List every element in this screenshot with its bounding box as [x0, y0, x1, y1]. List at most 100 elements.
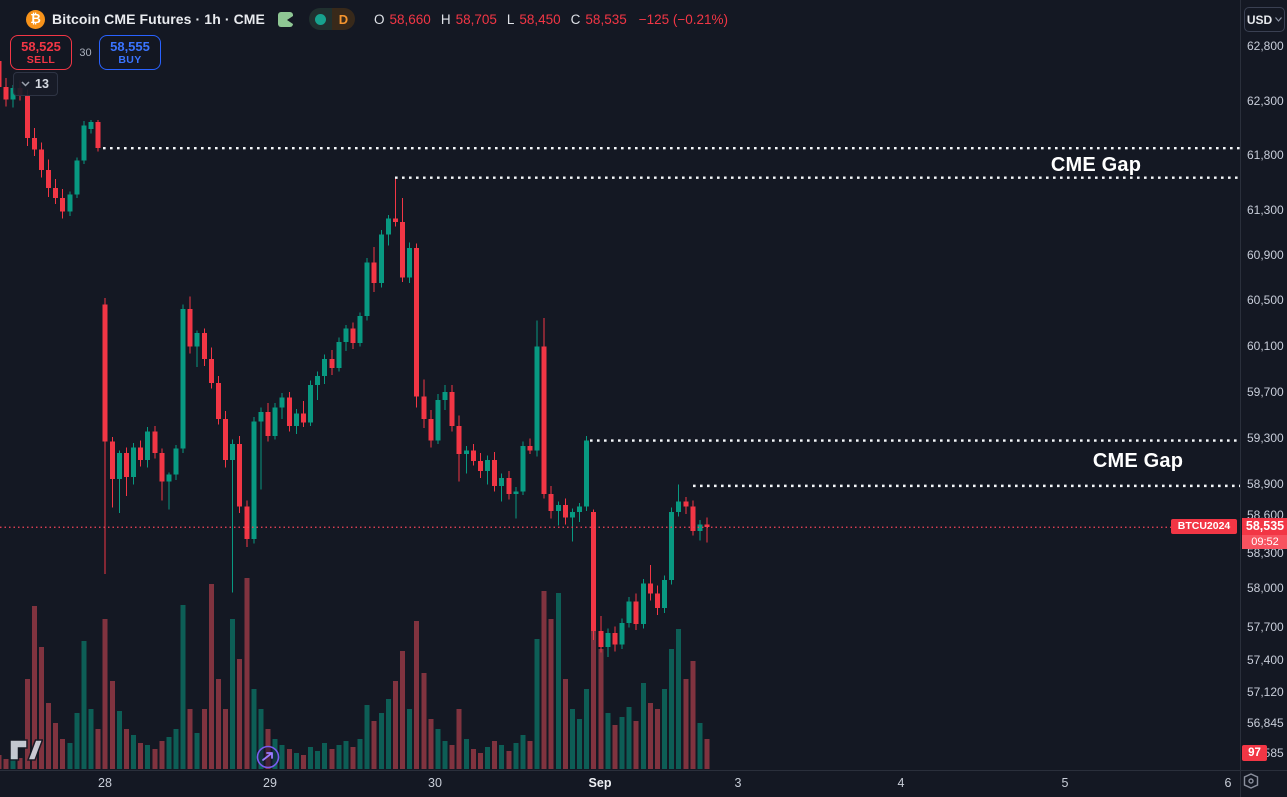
volume-bar	[74, 713, 80, 769]
volume-bar	[364, 705, 370, 769]
time-axis[interactable]: 28 29 30 Sep 3 4 5 6	[0, 770, 1240, 797]
candle-body	[470, 450, 476, 461]
volume-bar	[131, 735, 137, 769]
candle-body	[400, 221, 406, 278]
sell-button[interactable]: 58,525 SELL	[10, 35, 72, 70]
session-interval-pill[interactable]: D	[309, 8, 355, 30]
close-label: C	[570, 11, 581, 27]
high-value: 58,705	[455, 11, 497, 27]
candle-body	[201, 332, 207, 359]
cme-gap-label-1[interactable]: CME Gap	[1050, 154, 1142, 176]
volume-bar	[67, 743, 73, 769]
volume-bar	[357, 739, 363, 769]
cme-gap-label-2[interactable]: CME Gap	[1092, 450, 1184, 472]
volume-bar	[633, 721, 639, 769]
candle-body	[435, 399, 441, 441]
candle-body	[293, 413, 299, 426]
candle-body	[626, 601, 632, 623]
buy-label: BUY	[118, 53, 142, 66]
object-tree-dropdown[interactable]: 13	[13, 72, 58, 96]
candle-body	[541, 346, 547, 494]
candle-body	[647, 583, 653, 594]
candle-body	[485, 459, 491, 472]
candle-body	[477, 460, 483, 472]
currency-label: USD	[1246, 12, 1273, 27]
candle-body	[38, 149, 44, 170]
candle-body	[3, 87, 9, 100]
time-tick: 6	[1224, 776, 1232, 790]
replay-arrow-icon[interactable]	[254, 743, 282, 771]
candle-body	[237, 443, 243, 507]
volume-bar	[201, 709, 207, 769]
volume-bar	[223, 709, 229, 769]
time-tick: 29	[263, 776, 277, 790]
candle-body	[102, 304, 108, 442]
price-tick: 60,500	[1247, 293, 1284, 307]
time-tick: 28	[98, 776, 112, 790]
symbol-title[interactable]: Bitcoin CME Futures · 1h · CME	[52, 11, 265, 27]
candle-body	[456, 425, 462, 455]
volume-bar	[569, 709, 575, 769]
time-tick: 30	[428, 776, 442, 790]
candle-body	[31, 138, 37, 150]
chart-canvas[interactable]	[0, 0, 1240, 797]
candle-body	[123, 453, 129, 477]
volume-bar	[237, 659, 243, 769]
volume-bar	[293, 753, 299, 769]
buy-button[interactable]: 58,555 BUY	[99, 35, 161, 70]
volume-bar	[95, 729, 101, 769]
price-tick: 59,700	[1247, 385, 1284, 399]
volume-bar	[378, 713, 384, 769]
candle-body	[265, 412, 271, 437]
volume-bar	[527, 741, 533, 769]
scale-settings-icon[interactable]	[1241, 771, 1261, 791]
volume-value-badge: 97	[1242, 745, 1267, 761]
candle-body	[442, 391, 448, 400]
volume-bar	[350, 747, 356, 769]
volume-bar	[53, 723, 59, 769]
candle-body	[350, 328, 356, 344]
candle-body	[116, 453, 122, 480]
candle-body	[24, 96, 30, 139]
volume-bar	[442, 741, 448, 769]
candle-body	[513, 491, 519, 494]
session-status-dot-icon	[315, 13, 326, 25]
candle-body	[67, 194, 73, 212]
trade-panel: 58,525 SELL 30 58,555 BUY	[10, 35, 161, 70]
symbol-price-label: BTCU2024	[1171, 519, 1237, 535]
volume-bar	[704, 739, 710, 769]
object-count: 13	[35, 77, 49, 91]
volume-bar	[612, 725, 618, 769]
spread-value: 30	[79, 46, 92, 59]
volume-bar	[598, 649, 604, 769]
candle-body	[336, 341, 342, 369]
candle-body	[244, 506, 250, 540]
volume-bar	[343, 741, 349, 769]
candle-body	[640, 583, 646, 625]
volume-bar	[414, 621, 420, 769]
volume-bar	[683, 679, 689, 769]
volume-bar	[640, 683, 646, 769]
price-axis[interactable]: USD 62,800 62,300 61,800 61,300 60,900 60,500…	[1240, 0, 1287, 770]
time-tick: 5	[1061, 776, 1069, 790]
candle-body	[392, 218, 398, 222]
candle-body	[421, 396, 427, 420]
volume-bar	[0, 755, 2, 769]
candle-body	[180, 309, 186, 449]
volume-bar	[230, 619, 236, 769]
candle-body	[555, 505, 561, 511]
volume-bar	[435, 729, 441, 769]
volume-bar	[329, 749, 335, 769]
volume-bar	[308, 747, 314, 769]
currency-selector[interactable]: USD	[1244, 7, 1285, 32]
volume-bar	[208, 584, 214, 769]
volume-bar	[577, 719, 583, 769]
volume-bar	[385, 699, 391, 769]
volume-bar	[463, 739, 469, 769]
volume-bar	[300, 755, 306, 769]
candle-body	[286, 397, 292, 426]
candle-body	[315, 375, 321, 386]
tradingview-logo-icon[interactable]	[9, 737, 43, 762]
candle-body	[520, 446, 526, 492]
